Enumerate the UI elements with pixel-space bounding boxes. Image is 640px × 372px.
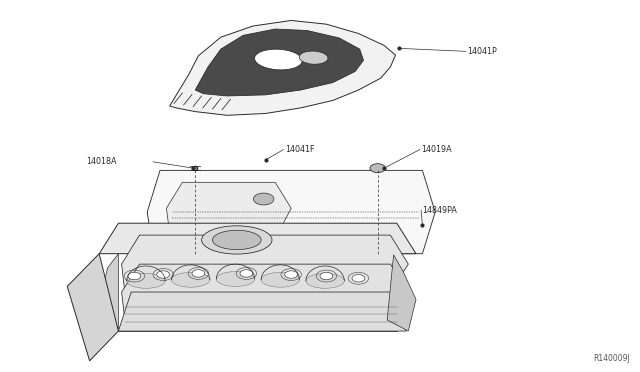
Ellipse shape [300, 51, 328, 64]
Circle shape [192, 270, 205, 277]
Ellipse shape [172, 272, 210, 287]
Polygon shape [99, 254, 118, 331]
Ellipse shape [216, 272, 255, 286]
Polygon shape [122, 235, 408, 292]
Circle shape [128, 272, 141, 280]
Polygon shape [195, 29, 364, 96]
Circle shape [240, 270, 253, 277]
Text: 14041P: 14041P [467, 47, 497, 56]
Text: R140009J: R140009J [594, 354, 630, 363]
Text: 14018A: 14018A [86, 157, 116, 166]
Text: 14041F: 14041F [285, 145, 314, 154]
Ellipse shape [202, 226, 272, 254]
Polygon shape [170, 20, 396, 115]
Polygon shape [99, 223, 416, 254]
Polygon shape [67, 254, 118, 361]
Text: 14849PA: 14849PA [422, 206, 457, 215]
Circle shape [352, 275, 365, 282]
Polygon shape [387, 255, 416, 331]
Polygon shape [118, 292, 406, 331]
Ellipse shape [255, 49, 302, 70]
Text: 14019A: 14019A [421, 145, 452, 154]
Circle shape [370, 164, 385, 173]
Circle shape [285, 271, 298, 278]
Circle shape [253, 193, 274, 205]
Ellipse shape [306, 273, 344, 288]
Polygon shape [166, 182, 291, 232]
Ellipse shape [261, 272, 300, 287]
Polygon shape [122, 264, 408, 320]
Ellipse shape [127, 273, 165, 288]
Circle shape [320, 272, 333, 280]
Circle shape [157, 271, 170, 278]
Polygon shape [147, 170, 435, 254]
Ellipse shape [212, 230, 261, 250]
